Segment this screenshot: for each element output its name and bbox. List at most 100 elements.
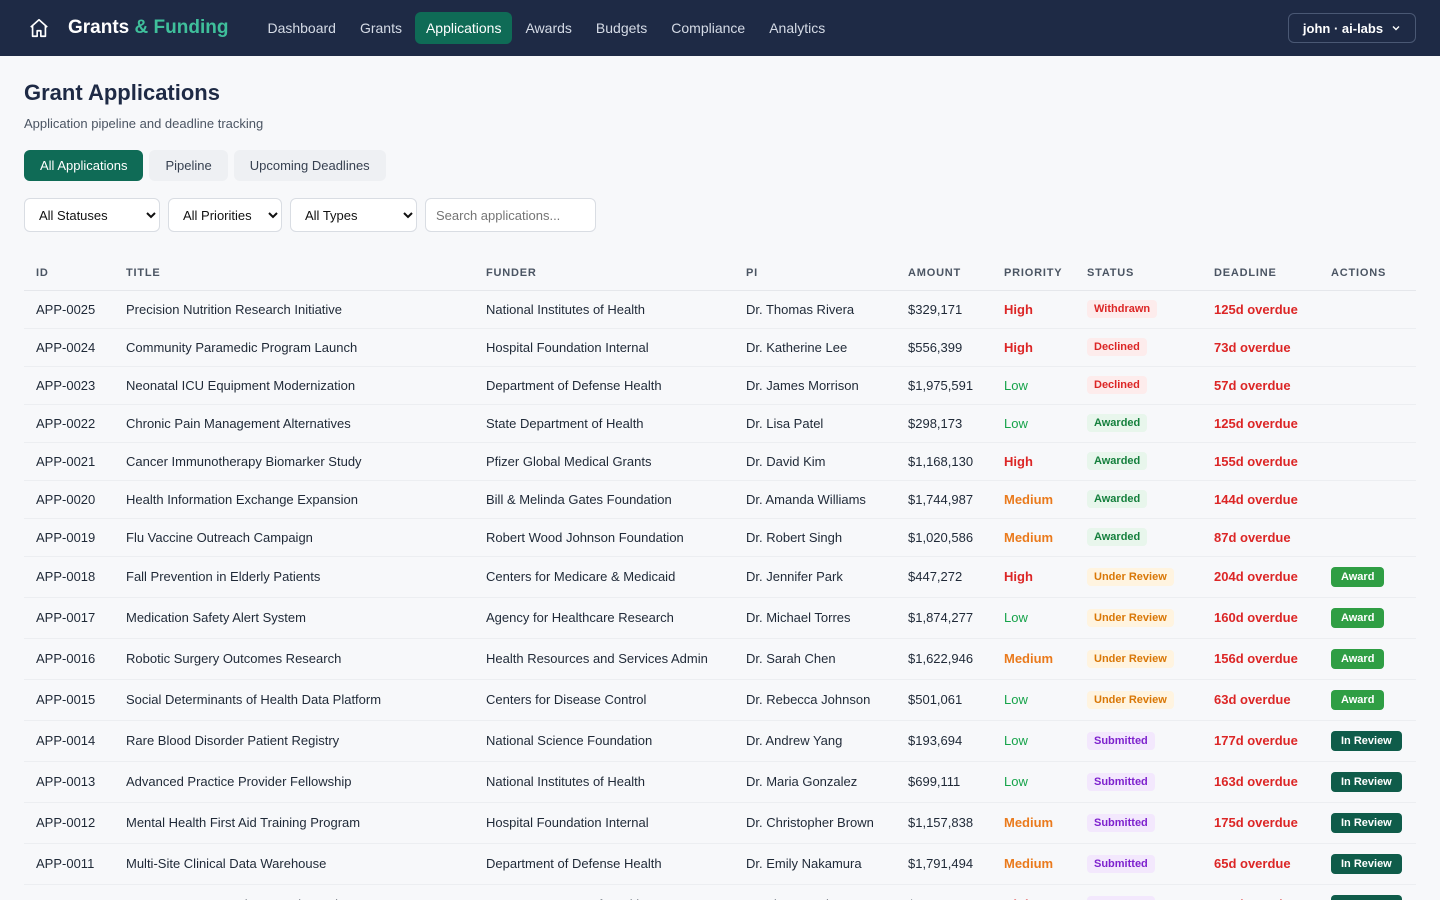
home-icon[interactable] [28,17,50,39]
status-badge: Under Review [1087,650,1174,668]
cell-amount: $193,694 [896,720,992,761]
filter-select[interactable]: All Statuses [24,198,160,232]
cell-priority: Medium [992,802,1075,843]
cell-status: Declined [1075,328,1202,366]
cell-id: APP-0023 [24,366,114,404]
cell-status: Submitted [1075,802,1202,843]
status-badge: Declined [1087,376,1147,394]
column-header: PI [734,256,896,290]
cell-deadline: 63d overdue [1202,679,1319,720]
column-header: STATUS [1075,256,1202,290]
cell-title: Trauma Center Level I Upgrade Equipment [114,884,474,900]
table-body: APP-0025Precision Nutrition Research Ini… [24,290,1416,900]
cell-funder: Robert Wood Johnson Foundation [474,518,734,556]
cell-status: Declined [1075,366,1202,404]
filter-select[interactable]: All Priorities [168,198,282,232]
column-header: DEADLINE [1202,256,1319,290]
nav-link[interactable]: Applications [415,12,513,44]
cell-title: Robotic Surgery Outcomes Research [114,638,474,679]
cell-deadline: 155d overdue [1202,442,1319,480]
cell-funder: Department of Defense Health [474,843,734,884]
status-badge: Declined [1087,338,1147,356]
action-button[interactable]: In Review [1331,772,1402,792]
tab[interactable]: Upcoming Deadlines [234,150,386,181]
cell-deadline: 177d overdue [1202,720,1319,761]
nav-link[interactable]: Compliance [660,12,756,44]
cell-title: Medication Safety Alert System [114,597,474,638]
cell-actions [1319,518,1416,556]
cell-funder: Hospital Foundation Internal [474,802,734,843]
cell-title: Multi-Site Clinical Data Warehouse [114,843,474,884]
cell-actions: Award [1319,597,1416,638]
brand-accent: & Funding [135,17,229,38]
cell-status: Awarded [1075,480,1202,518]
action-button[interactable]: Award [1331,690,1384,710]
action-button[interactable]: In Review [1331,895,1402,900]
cell-amount: $1,975,591 [896,366,992,404]
column-header: FUNDER [474,256,734,290]
cell-deadline: 160d overdue [1202,597,1319,638]
cell-status: Under Review [1075,597,1202,638]
cell-id: APP-0025 [24,290,114,328]
table-row: APP-0019Flu Vaccine Outreach CampaignRob… [24,518,1416,556]
cell-priority: Low [992,720,1075,761]
cell-priority: Low [992,404,1075,442]
status-badge: Awarded [1087,414,1147,432]
cell-funder: Hospital Foundation Internal [474,328,734,366]
brand: Grants & Funding [68,17,228,39]
cell-title: Precision Nutrition Research Initiative [114,290,474,328]
user-menu[interactable]: john · ai-labs [1288,13,1416,43]
table-row: APP-0021Cancer Immunotherapy Biomarker S… [24,442,1416,480]
filter-select[interactable]: All Types [290,198,417,232]
nav-link[interactable]: Grants [349,12,413,44]
status-badge: Submitted [1087,814,1155,832]
user-name: john · ai-labs [1303,21,1383,36]
cell-status: Awarded [1075,518,1202,556]
main-nav: DashboardGrantsApplicationsAwardsBudgets… [256,12,836,44]
cell-priority: Medium [992,843,1075,884]
action-button[interactable]: In Review [1331,854,1402,874]
cell-funder: National Institutes of Health [474,290,734,328]
cell-id: APP-0017 [24,597,114,638]
cell-amount: $699,111 [896,761,992,802]
cell-amount: $501,061 [896,679,992,720]
nav-link[interactable]: Awards [514,12,582,44]
cell-title: Mental Health First Aid Training Program [114,802,474,843]
cell-amount: $329,171 [896,290,992,328]
cell-actions: In Review [1319,884,1416,900]
cell-deadline: 175d overdue [1202,802,1319,843]
search-input[interactable] [425,198,596,232]
status-badge: Awarded [1087,452,1147,470]
table-row: APP-0025Precision Nutrition Research Ini… [24,290,1416,328]
status-badge: Submitted [1087,732,1155,750]
action-button[interactable]: In Review [1331,813,1402,833]
cell-actions [1319,404,1416,442]
tab[interactable]: Pipeline [149,150,227,181]
column-header: AMOUNT [896,256,992,290]
action-button[interactable]: Award [1331,649,1384,669]
status-badge: Under Review [1087,568,1174,586]
cell-id: APP-0019 [24,518,114,556]
cell-actions [1319,480,1416,518]
cell-funder: National Science Foundation [474,720,734,761]
applications-table: IDTITLEFUNDERPIAMOUNTPRIORITYSTATUSDEADL… [24,256,1416,900]
action-button[interactable]: Award [1331,567,1384,587]
status-badge: Under Review [1087,691,1174,709]
cell-id: APP-0021 [24,442,114,480]
tab[interactable]: All Applications [24,150,143,181]
tabs: All ApplicationsPipelineUpcoming Deadlin… [24,150,1416,181]
action-button[interactable]: In Review [1331,731,1402,751]
status-badge: Submitted [1087,896,1155,900]
cell-title: Social Determinants of Health Data Platf… [114,679,474,720]
cell-status: Under Review [1075,679,1202,720]
cell-title: Health Information Exchange Expansion [114,480,474,518]
chevron [1391,23,1401,33]
cell-pi: Dr. Michael Torres [734,597,896,638]
cell-priority: High [992,556,1075,597]
nav-link[interactable]: Analytics [758,12,836,44]
nav-link[interactable]: Dashboard [256,12,347,44]
action-button[interactable]: Award [1331,608,1384,628]
cell-title: Fall Prevention in Elderly Patients [114,556,474,597]
nav-link[interactable]: Budgets [585,12,658,44]
cell-actions [1319,366,1416,404]
